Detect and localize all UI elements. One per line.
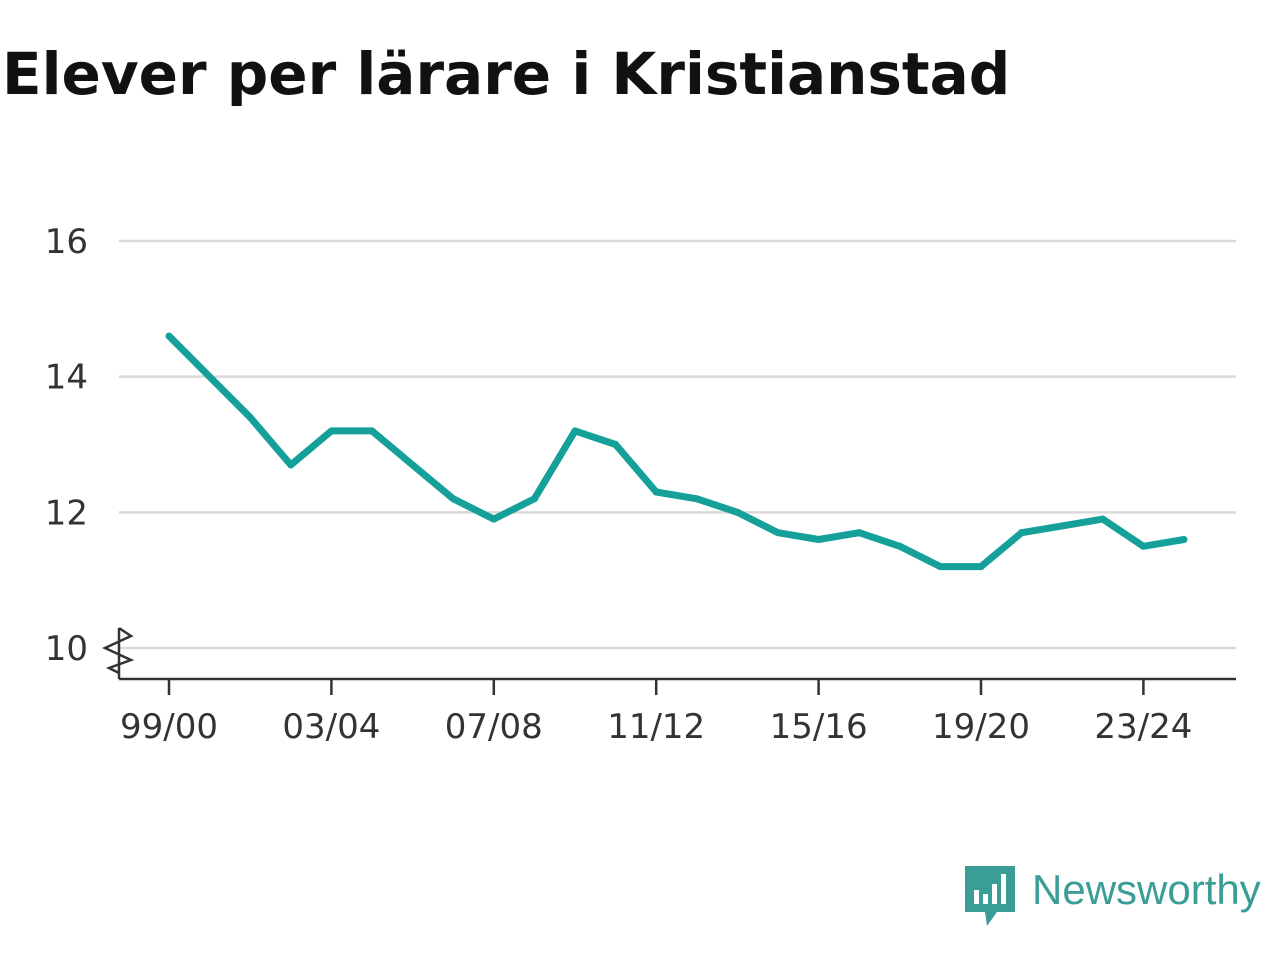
data-point-19/20 [977,563,985,571]
data-point-00/01 [206,373,214,381]
data-point-03/04 [327,427,335,435]
y-tick-label: 16 [45,222,88,262]
x-tick-label: 11/12 [607,707,705,747]
axis-break-icon [102,626,135,675]
x-axis [102,626,1236,681]
x-tick-label: 99/00 [120,707,218,747]
data-point-10/11 [612,441,620,448]
y-tick-label: 14 [45,358,88,398]
data-point-06/07 [449,495,457,503]
data-point-08/09 [530,495,538,503]
brand-name: Newsworthy [1032,866,1261,913]
newsworthy-logo-icon [965,866,1015,926]
data-point-17/18 [896,542,904,550]
y-tick-label: 10 [45,629,88,669]
data-point-09/10 [571,427,579,435]
data-point-02/03 [287,461,295,469]
series-layer [165,332,1188,571]
x-tick-label: 15/16 [770,707,868,747]
data-point-07/08 [490,515,498,523]
data-point-14/15 [774,529,782,537]
data-point-24/25 [1180,535,1188,543]
data-point-16/17 [855,529,863,537]
data-point-15/16 [815,535,823,543]
y-tick-labels: 10 12 14 16 [45,222,88,669]
x-tick-label: 07/08 [445,707,543,747]
data-point-20/21 [1018,529,1026,537]
data-point-13/14 [733,508,741,516]
series-line [166,333,1185,571]
data-point-22/23 [1099,515,1107,523]
data-point-04/05 [368,427,376,435]
y-tick-label: 12 [45,493,88,533]
x-tick-labels: 99/00 03/04 07/08 11/12 15/16 19/20 23/24 [120,679,1192,747]
data-point-99/00 [165,332,173,340]
data-point-11/12 [652,488,660,496]
x-tick-label: 03/04 [282,707,380,747]
data-point-21/22 [1058,522,1066,530]
newsworthy-logo [965,866,1015,926]
x-tick-label: 23/24 [1094,707,1192,747]
chart-title: Elever per lärare i Kristianstad [2,40,1011,108]
x-tick-label: 19/20 [932,707,1030,747]
data-point-01/02 [246,413,254,421]
data-point-12/13 [693,495,701,503]
gridlines [119,239,1236,650]
data-point-05/06 [409,461,417,469]
data-point-18/19 [936,563,944,571]
data-point-23/24 [1139,542,1147,550]
